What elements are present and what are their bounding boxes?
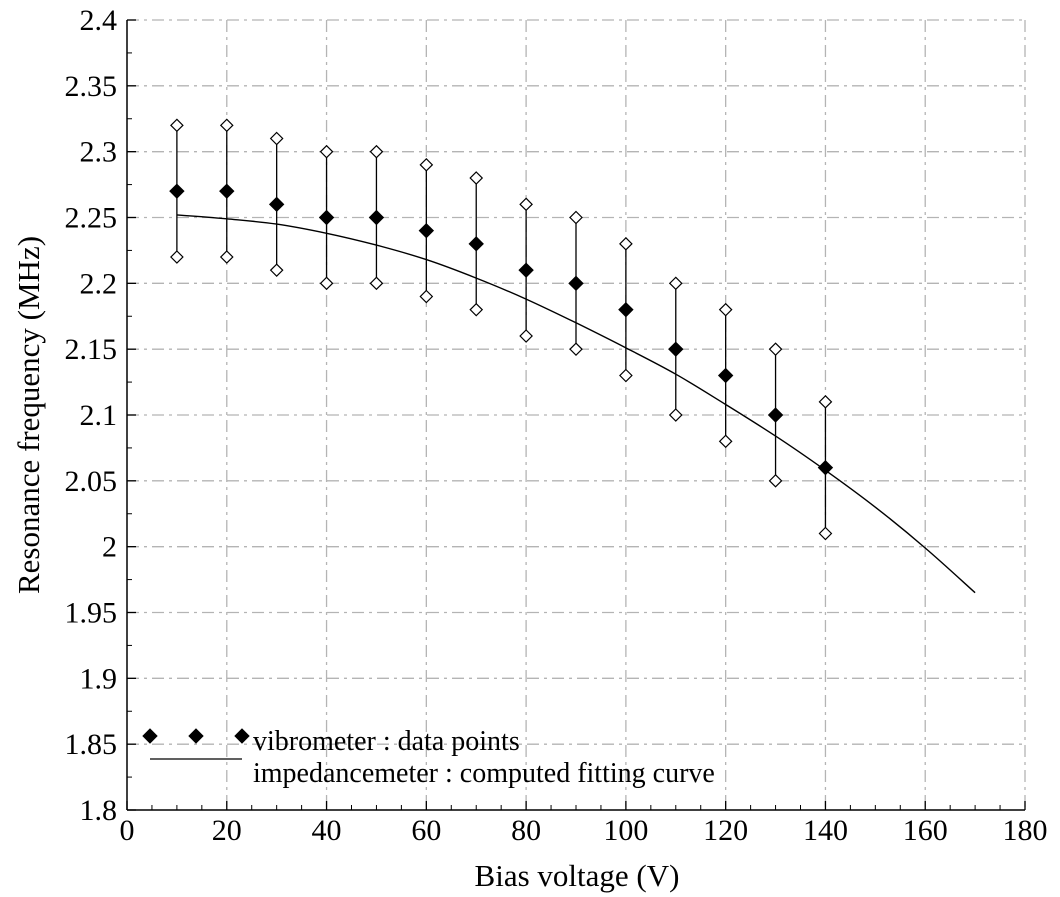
error-bar-upper-marker: [419, 157, 434, 172]
error-bar-upper-marker: [718, 302, 733, 317]
error-bar-upper-marker: [519, 197, 533, 212]
data-point: [219, 183, 235, 199]
error-bar-lower-marker: [619, 368, 633, 383]
error-bar-upper-marker: [668, 276, 683, 291]
y-tick-label: 1.8: [80, 794, 118, 827]
data-point: [668, 341, 684, 357]
error-bar-lower-marker: [668, 408, 683, 422]
y-tick-label: 2.15: [65, 333, 118, 366]
x-tick-label: 60: [411, 814, 441, 847]
error-bar-lower-marker: [170, 250, 184, 264]
error-bar-lower-marker: [419, 289, 434, 304]
error-bar-lower-marker: [219, 250, 234, 264]
axes: [126, 19, 1026, 811]
error-bar-upper-marker: [469, 171, 484, 185]
data-point: [318, 209, 335, 226]
error-bar-upper-marker: [569, 210, 583, 225]
error-bar-lower-marker: [269, 263, 284, 278]
legend-point-marker: [234, 728, 250, 744]
tick-labels: 0 20 40 60 80 100 120 140 160 180 1.8 1.85 1.9 1.95 2 2…: [65, 4, 1048, 847]
data-point: [817, 459, 834, 476]
data-point: [767, 407, 784, 423]
y-tick-label: 2.4: [80, 4, 118, 37]
x-tick-label: 0: [120, 814, 135, 847]
legend-label-vibrometer: vibrometer : data points: [253, 726, 520, 757]
x-tick-label: 180: [1003, 814, 1048, 847]
data-point: [518, 262, 534, 278]
x-axis-title: Bias voltage (V): [475, 858, 680, 893]
x-tick-label: 80: [511, 814, 541, 847]
error-bar-upper-marker: [219, 118, 234, 133]
y-tick-label: 2.35: [65, 70, 118, 103]
legend-point-markers: [142, 728, 250, 744]
y-tick-label: 1.95: [65, 597, 118, 630]
legend-point-marker: [142, 728, 158, 744]
error-bar-lower-marker: [369, 276, 384, 291]
x-tick-label: 40: [312, 814, 342, 847]
data-point: [568, 275, 584, 292]
error-bar-lower-marker: [319, 276, 334, 291]
error-bar-lower-marker: [469, 302, 484, 317]
x-tick-label: 120: [703, 814, 748, 847]
error-bar-lower-marker: [519, 329, 533, 343]
data-point: [418, 222, 435, 239]
y-tick-label: 2: [102, 531, 117, 564]
data-points-layer: [169, 118, 834, 541]
legend: vibrometer : data points impedancemeter …: [142, 726, 715, 789]
data-point: [268, 196, 285, 213]
x-tick-label: 20: [212, 814, 242, 847]
error-bar-upper-marker: [818, 394, 833, 409]
error-bar-upper-marker: [619, 236, 633, 251]
data-point: [169, 183, 185, 199]
y-tick-label: 2.2: [80, 267, 118, 300]
legend-label-impedancemeter: impedancemeter : computed fitting curve: [253, 758, 715, 789]
error-bar-upper-marker: [269, 131, 284, 146]
data-point: [618, 301, 634, 318]
x-tick-label: 140: [803, 814, 848, 847]
error-bar-upper-marker: [319, 144, 334, 159]
data-point: [717, 367, 734, 384]
error-bar-upper-marker: [369, 144, 384, 159]
error-bar-lower-marker: [818, 526, 833, 541]
error-bar-lower-marker: [569, 342, 583, 357]
error-bar-upper-marker: [768, 342, 783, 357]
x-tick-label: 160: [903, 814, 948, 847]
data-point: [468, 236, 484, 252]
error-bar-lower-marker: [768, 473, 783, 488]
y-tick-label: 2.3: [80, 136, 118, 169]
x-tick-label: 100: [603, 814, 648, 847]
data-point: [368, 209, 385, 226]
y-tick-label: 2.1: [80, 399, 118, 432]
y-tick-label: 2.25: [65, 202, 118, 235]
y-axis-title: Resonance frequency (MHz): [11, 236, 46, 594]
legend-point-marker: [188, 728, 204, 744]
error-bar-upper-marker: [170, 118, 184, 133]
y-tick-label: 1.9: [80, 662, 118, 695]
y-tick-label: 2.05: [65, 465, 118, 498]
error-bar-lower-marker: [718, 434, 733, 449]
y-tick-label: 1.85: [65, 728, 118, 761]
